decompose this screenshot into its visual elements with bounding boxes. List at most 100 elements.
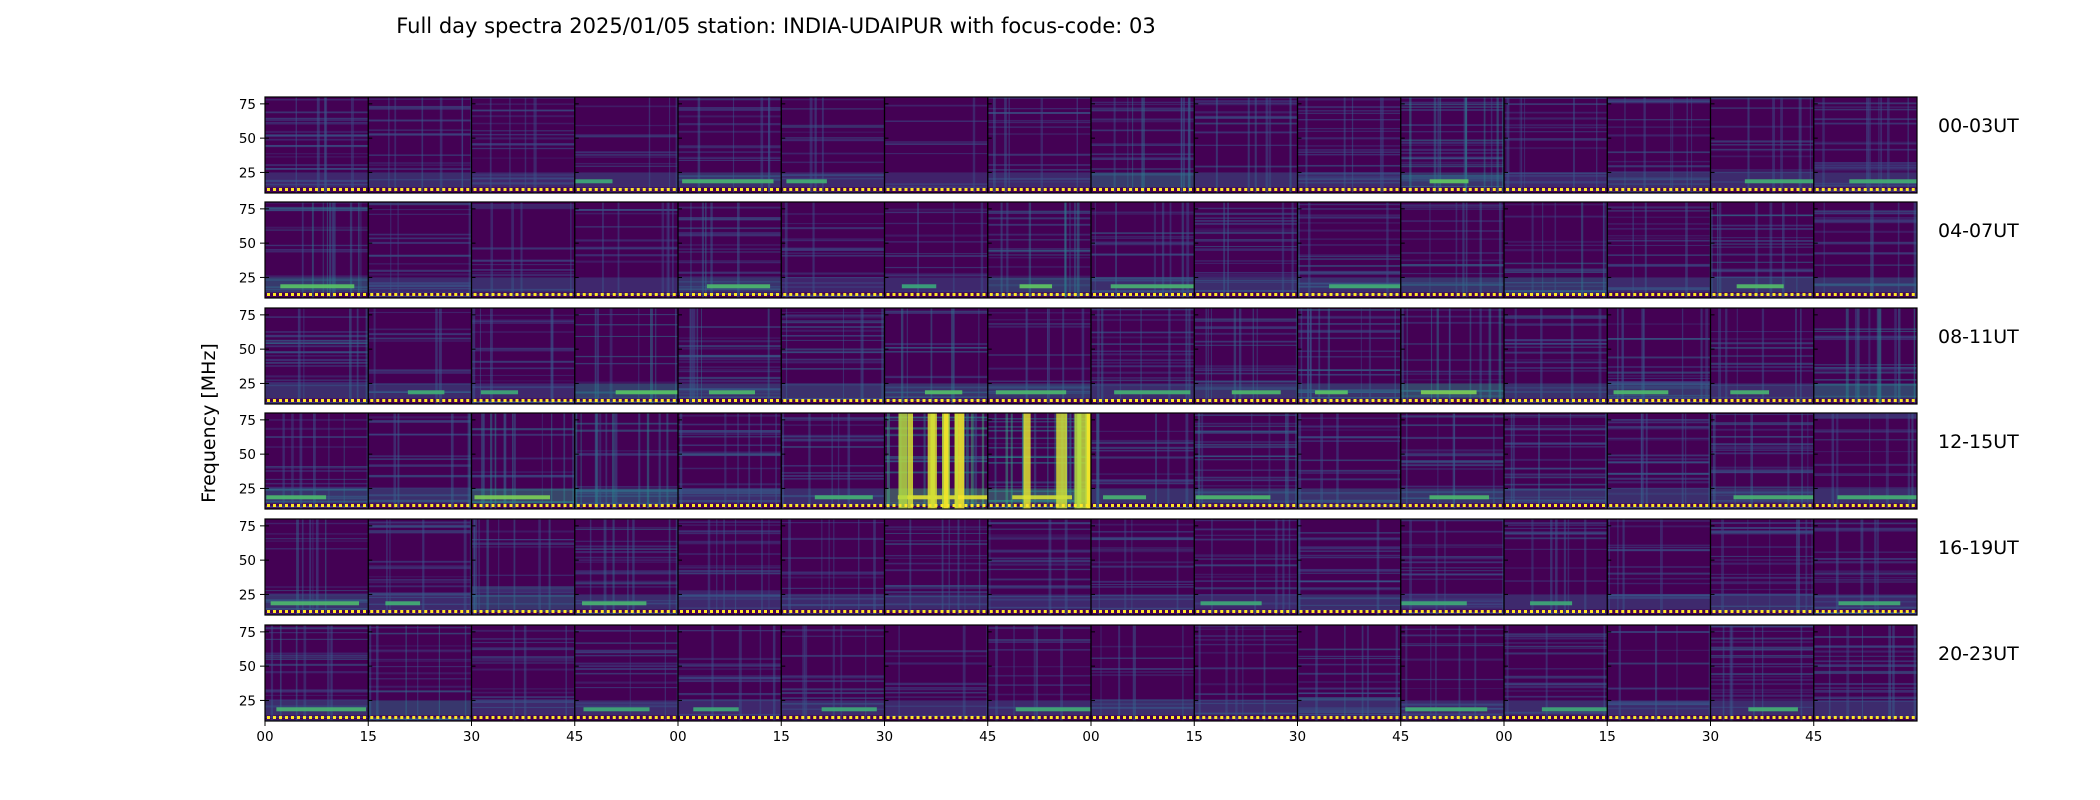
spectrogram-panel <box>574 202 678 298</box>
spectra-row-00-03UT: 25 50 75 00-03UT <box>239 96 2019 194</box>
y-tick-label: 25 <box>239 165 256 181</box>
spectrogram-panel <box>987 625 1094 721</box>
spectrogram-panel <box>574 308 679 404</box>
spectrogram-panel <box>574 97 679 193</box>
spectrogram-panel <box>678 413 782 509</box>
spectrogram-panel <box>368 625 472 721</box>
spectrogram-panel <box>1813 519 1917 615</box>
spectrogram-panel <box>265 519 370 615</box>
spectrogram-panel <box>781 202 885 298</box>
spectrogram-panel <box>678 97 782 193</box>
spectrogram-panel <box>1710 519 1814 615</box>
y-tick-label: 75 <box>239 625 256 641</box>
spectrogram-panel <box>265 413 369 509</box>
y-tick-label: 25 <box>239 270 256 286</box>
spectra-rows: 25507500-03UT25507504-07UT25507508-11UT2… <box>239 96 2019 722</box>
x-tick-label: 45 <box>979 729 996 745</box>
x-tick-label: 30 <box>463 729 480 745</box>
spectrogram-panel <box>781 97 885 193</box>
spectrogram-panel <box>1813 97 1917 193</box>
spectrogram-panel <box>574 625 679 721</box>
spectrogram-panel <box>1607 519 1711 615</box>
spectrogram-panel <box>1091 625 1195 721</box>
spectrogram-panel <box>884 413 991 509</box>
chart-title: Full day spectra 2025/01/05 station: IND… <box>396 14 1156 38</box>
spectrogram-panel <box>471 519 575 615</box>
spectrogram-panel <box>1400 625 1504 721</box>
spectrogram-panel <box>1607 625 1713 721</box>
spectrogram-panel <box>1297 519 1401 615</box>
x-tick-label: 45 <box>1805 729 1822 745</box>
spectrogram-panel <box>1400 202 1504 298</box>
row-time-label: 16-19UT <box>1938 537 2019 559</box>
row-time-label: 04-07UT <box>1938 220 2019 242</box>
spectrogram-panel <box>1607 308 1711 404</box>
spectrogram-panel <box>1194 202 1298 298</box>
spectrogram-panel <box>1710 308 1814 404</box>
x-tick-label: 30 <box>1702 729 1719 745</box>
spectrogram-panel <box>1194 308 1299 404</box>
spectrogram-panel <box>678 519 782 615</box>
spectrogram-panel <box>781 625 885 721</box>
spectrogram-panel <box>471 413 575 509</box>
x-tick-label: 00 <box>1495 729 1512 745</box>
spectrogram-panel <box>1504 519 1608 615</box>
x-tick-label: 15 <box>360 729 377 745</box>
y-tick-label: 25 <box>239 587 256 603</box>
spectrogram-panel <box>574 413 678 509</box>
spectra-row-08-11UT: 25 50 75 08-11UT <box>239 307 2019 405</box>
spectrogram-panel <box>471 202 575 298</box>
spectrogram-panel <box>1194 97 1298 193</box>
spectrogram-panel <box>471 97 575 193</box>
spectrogram-panel <box>987 97 1091 193</box>
spectrogram-panel <box>1607 202 1711 298</box>
spectrogram-panel <box>987 202 1092 298</box>
y-tick-label: 75 <box>239 413 256 429</box>
x-tick-label: 45 <box>1392 729 1409 745</box>
spectrogram-panel <box>1710 97 1817 193</box>
spectra-row-12-15UT: 25 50 75 12-15UT <box>239 412 2019 510</box>
spectrogram-panel <box>1710 625 1814 721</box>
spectrogram-panel <box>678 625 782 721</box>
spectrogram-panel <box>574 519 679 615</box>
spectrogram-panel <box>1194 413 1299 509</box>
row-time-label: 12-15UT <box>1938 431 2019 453</box>
spectrogram-panel <box>1710 202 1814 298</box>
y-tick-label: 25 <box>239 481 256 497</box>
spectrogram-panel <box>1091 519 1195 615</box>
x-tick-label: 30 <box>876 729 893 745</box>
y-tick-label: 50 <box>239 659 256 675</box>
x-tick-label: 45 <box>566 729 583 745</box>
y-tick-label: 75 <box>239 202 256 218</box>
spectrogram-panel <box>265 308 369 404</box>
spectrogram-panel <box>1091 308 1195 404</box>
spectrogram-panel <box>884 202 988 298</box>
x-tick-label: 00 <box>669 729 686 745</box>
spectrogram-panel <box>781 413 885 509</box>
y-axis-label: Frequency [MHz] <box>198 343 220 503</box>
spectrogram-panel <box>471 308 575 404</box>
spectrogram-panel <box>1297 97 1401 193</box>
y-tick-label: 50 <box>239 447 256 463</box>
spectrogram-panel <box>1607 413 1711 509</box>
spectrogram-panel <box>987 308 1091 404</box>
y-tick-label: 75 <box>239 519 256 535</box>
spectrogram-panel <box>1504 97 1608 193</box>
spectrogram-panel <box>1297 413 1401 509</box>
row-time-label: 20-23UT <box>1938 643 2019 665</box>
row-time-label: 08-11UT <box>1938 326 2019 348</box>
spectrogram-panel <box>265 625 369 721</box>
y-tick-label: 50 <box>239 553 256 569</box>
spectrogram-panel <box>678 308 782 404</box>
spectrogram-panel <box>781 308 885 404</box>
spectra-row-04-07UT: 25 50 75 04-07UT <box>239 201 2019 299</box>
y-tick-label: 50 <box>239 342 256 358</box>
spectrogram-panel <box>1504 308 1608 404</box>
spectrogram-panel <box>1400 519 1504 615</box>
x-tick-label: 15 <box>1186 729 1203 745</box>
x-tick-label: 15 <box>1599 729 1616 745</box>
spectrogram-panel <box>1297 625 1401 721</box>
spectrogram-panel <box>265 202 369 298</box>
spectrogram-panel <box>1194 519 1298 615</box>
